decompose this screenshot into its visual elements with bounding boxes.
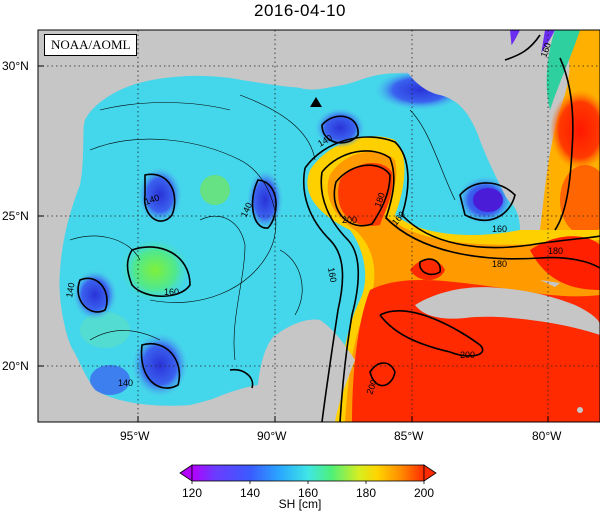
- florida: [400, 30, 545, 211]
- colorbar-tick: 160: [298, 486, 318, 500]
- contour-label: 180: [372, 191, 387, 209]
- contour-label: 200: [364, 378, 379, 396]
- contour-label: 140: [64, 282, 76, 299]
- us-coast: [38, 30, 400, 330]
- axis-ticks: [38, 65, 549, 422]
- station-marker-icon: [310, 97, 322, 107]
- colorbar-max-arrow-icon: [423, 464, 437, 482]
- contour-label: 200: [460, 350, 475, 360]
- colorbar-tick: 200: [414, 486, 434, 500]
- credit-label: NOAA/AOML: [44, 34, 138, 56]
- colorbar-tick: 180: [356, 486, 376, 500]
- contour-label: 140: [118, 378, 133, 388]
- lon-label: 90°W: [257, 429, 287, 443]
- lat-label: 30°N: [2, 59, 29, 73]
- lat-label: 25°N: [2, 209, 29, 223]
- contour-label: 160: [492, 224, 507, 234]
- colorbar: 120 140 160 180 200: [179, 464, 437, 500]
- contour-lines: [69, 34, 600, 422]
- contour-label: 160: [326, 267, 338, 284]
- lon-label: 80°W: [532, 429, 562, 443]
- cuba: [415, 287, 600, 335]
- contour-label: 200: [342, 215, 357, 225]
- graticule: [38, 30, 600, 422]
- contour-label: 160: [164, 287, 179, 297]
- lon-label: 85°W: [394, 429, 424, 443]
- colorbar-min-arrow-icon: [179, 464, 193, 482]
- colorbar-label: SH [cm]: [278, 497, 322, 511]
- plot-area: 140 140 140 140 140 160 160 160 180 180 …: [38, 30, 600, 422]
- colorbar-tick: 140: [240, 486, 260, 500]
- plot-frame: [37, 29, 600, 423]
- colorbar-bar: [191, 464, 425, 482]
- axis-labels: 30°N 25°N 20°N 95°W 90°W 85°W 80°W: [2, 59, 562, 443]
- colorbar-tick: 120: [182, 486, 202, 500]
- contour-label: 180: [492, 259, 507, 269]
- lat-label: 20°N: [2, 359, 29, 373]
- contour-label: 160: [538, 41, 553, 59]
- mexico: [38, 319, 355, 422]
- map-title: 2016-04-10: [254, 1, 346, 20]
- lon-label: 95°W: [120, 429, 150, 443]
- contour-label: 140: [143, 192, 161, 207]
- contour-label: 180: [548, 246, 563, 256]
